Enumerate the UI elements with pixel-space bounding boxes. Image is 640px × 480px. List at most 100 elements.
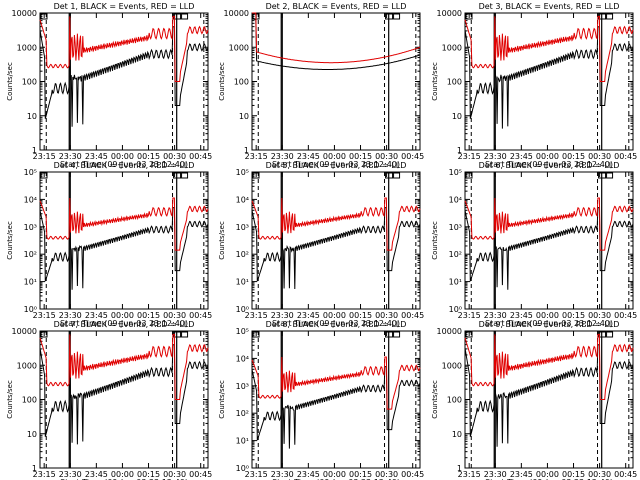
y-tick-label: 10¹: [24, 278, 37, 287]
y-tick-label: 1000: [17, 43, 37, 52]
x-tick-label: 23:30: [271, 470, 294, 479]
chart-panel-2: Det 2, BLACK = Events, RED = LLD 1 10 100 10…: [218, 2, 424, 169]
x-axis-label: Start Time (09-Jun-03 23:12:40): [60, 160, 188, 169]
series-lld-line: [251, 356, 421, 410]
x-tick-label: 23:45: [85, 470, 108, 479]
y-tick-label: 10¹: [449, 278, 462, 287]
x-tick-label: 00:30: [163, 152, 186, 161]
x-tick-label: 00:00: [111, 152, 134, 161]
y-tick-label: 1: [32, 146, 37, 155]
x-tick-label: 00:00: [323, 152, 346, 161]
y-tick-label: 1000: [17, 361, 37, 370]
plot-frame: [39, 171, 209, 310]
y-axis-label: Counts/sec: [6, 62, 14, 101]
x-axis-label: Start Time (09-Jun-03 23:12:40): [60, 319, 188, 328]
x-tick-label: 00:00: [536, 311, 559, 320]
chart-title: Det 9, BLACK = Events, RED = LLD: [479, 320, 620, 329]
x-tick-label: 23:45: [85, 311, 108, 320]
x-tick-label: 00:45: [401, 311, 424, 320]
chart-panel-9: Det 9, BLACK = Events, RED = LLD 1 10 100 10…: [431, 320, 637, 480]
x-tick-label: 23:15: [33, 152, 56, 161]
y-tick-label: 100: [234, 78, 249, 87]
x-tick-label: 23:15: [245, 311, 268, 320]
y-tick-label: 1: [32, 464, 37, 473]
x-tick-label: 00:15: [349, 470, 372, 479]
chart-title: Det 4, BLACK = Events, RED = LLD: [54, 161, 195, 170]
y-tick-label: 100: [447, 396, 462, 405]
x-tick-label: 23:30: [484, 152, 507, 161]
corner-tab: [181, 172, 189, 179]
y-tick-label: 10⁵: [24, 168, 37, 177]
y-tick-label: 10⁰: [449, 305, 462, 314]
y-tick-label: 10⁵: [236, 327, 249, 336]
series-events-line: [464, 26, 634, 129]
y-tick-label: 10²: [236, 409, 249, 418]
chart-title: Det 1, BLACK = Events, RED = LLD: [54, 2, 195, 11]
plot-frame: [464, 171, 634, 310]
chart-title: Det 3, BLACK = Events, RED = LLD: [479, 2, 620, 11]
y-tick-label: 10⁴: [236, 354, 249, 363]
x-tick-label: 23:30: [484, 470, 507, 479]
series-events-line: [39, 344, 209, 445]
y-axis-label: Counts/sec: [431, 380, 439, 419]
plot-frame: [251, 330, 421, 469]
chart-panel-1: Det 1, BLACK = Events, RED = LLD 1 10 100 10…: [6, 2, 212, 169]
y-tick-label: 10³: [236, 382, 249, 391]
x-tick-label: 00:15: [137, 311, 160, 320]
x-tick-label: 23:45: [297, 470, 320, 479]
series-lld-line: [464, 15, 634, 82]
y-tick-label: 1000: [442, 43, 462, 52]
x-tick-label: 00:00: [536, 470, 559, 479]
x-tick-label: 00:30: [588, 470, 611, 479]
x-axis-label: Start Time (09-Jun-03 23:12:40): [60, 478, 188, 480]
x-tick-label: 23:45: [510, 311, 533, 320]
series-lld-line: [464, 333, 634, 400]
y-tick-label: 1: [457, 464, 462, 473]
y-tick-label: 10⁴: [449, 195, 462, 204]
y-axis-label: Counts/sec: [6, 221, 14, 260]
y-tick-label: 10: [27, 112, 37, 121]
corner-tab: [606, 331, 614, 338]
x-axis-label: Start Time (09-Jun-03 23:12:40): [485, 319, 613, 328]
chart-panel-7: Det 7, BLACK = Events, RED = LLD 1 10 100 10…: [6, 320, 212, 480]
x-tick-label: 23:15: [458, 311, 481, 320]
x-axis-label: Start Time (09-Jun-03 23:12:40): [485, 478, 613, 480]
x-tick-label: 23:30: [59, 470, 82, 479]
y-tick-label: 10000: [12, 9, 37, 18]
series-events-line: [251, 207, 421, 290]
y-tick-label: 10³: [24, 223, 37, 232]
corner-tab: [465, 13, 473, 20]
y-tick-label: 1000: [229, 43, 249, 52]
series-events-line: [251, 366, 421, 449]
x-tick-label: 23:30: [271, 152, 294, 161]
chart-panel-5: Det 5, BLACK = Events, RED = LLD 10⁰ 10¹ 10…: [218, 161, 424, 328]
x-axis-label: Start Time (09-Jun-03 23:12:40): [272, 478, 400, 480]
corner-tab: [393, 172, 401, 179]
y-tick-label: 100: [22, 396, 37, 405]
x-tick-label: 00:15: [562, 152, 585, 161]
chart-panel-6: Det 6, BLACK = Events, RED = LLD 10⁰ 10¹ 10…: [431, 161, 637, 328]
chart-panel-3: Det 3, BLACK = Events, RED = LLD 1 10 100 10…: [431, 2, 637, 169]
x-tick-label: 23:15: [245, 152, 268, 161]
series-events-line: [464, 344, 634, 447]
x-tick-label: 00:15: [349, 152, 372, 161]
y-tick-label: 10: [239, 112, 249, 121]
corner-tab: [181, 13, 189, 20]
x-tick-label: 23:15: [458, 152, 481, 161]
corner-tab: [252, 331, 260, 338]
x-tick-label: 00:30: [163, 311, 186, 320]
x-tick-label: 00:45: [401, 470, 424, 479]
x-tick-label: 23:30: [484, 311, 507, 320]
y-tick-label: 10¹: [236, 278, 249, 287]
y-axis-label: Counts/sec: [431, 62, 439, 101]
x-axis-label: Start Time (09-Jun-03 23:12:40): [272, 319, 400, 328]
x-tick-label: 23:30: [271, 311, 294, 320]
x-tick-label: 00:00: [111, 470, 134, 479]
series-events-line: [39, 207, 209, 290]
y-tick-label: 100: [22, 78, 37, 87]
x-tick-label: 23:15: [33, 311, 56, 320]
series-lld-line: [464, 197, 634, 251]
corner-tab: [385, 331, 394, 338]
x-tick-label: 00:30: [588, 311, 611, 320]
